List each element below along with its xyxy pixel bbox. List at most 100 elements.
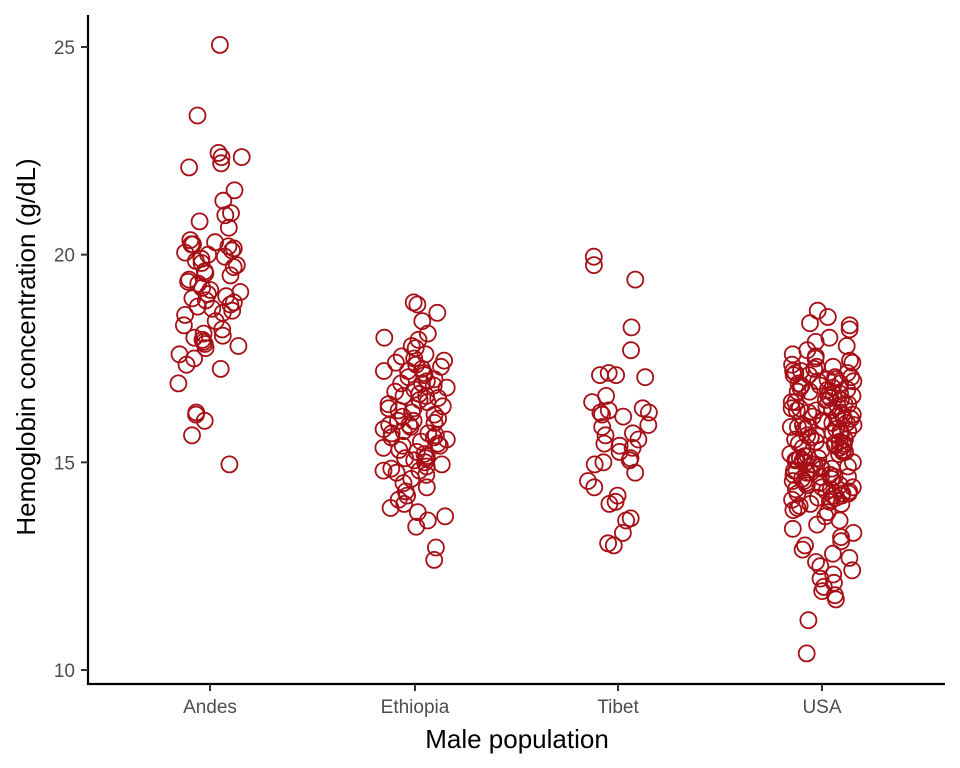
data-point-andes xyxy=(225,181,244,200)
data-point-tibet xyxy=(585,455,604,474)
data-point-ethiopia xyxy=(382,459,401,478)
data-point-usa xyxy=(806,349,825,368)
data-point-usa xyxy=(827,590,845,609)
data-point-usa xyxy=(792,376,811,395)
data-point-usa xyxy=(787,401,806,420)
data-point-usa xyxy=(783,519,802,538)
data-point-usa xyxy=(796,536,814,555)
data-point-usa xyxy=(818,308,837,326)
data-point-tibet xyxy=(607,366,625,385)
data-point-ethiopia xyxy=(429,434,447,453)
data-point-tibet xyxy=(623,438,642,457)
data-point-usa xyxy=(824,384,843,403)
data-point-usa xyxy=(813,582,832,600)
data-point-usa xyxy=(793,451,812,470)
data-point-usa xyxy=(820,328,839,347)
data-point-ethiopia xyxy=(426,538,445,557)
data-point-usa xyxy=(843,353,862,372)
y-tick-label: 25 xyxy=(54,38,75,59)
data-point-ethiopia xyxy=(429,389,448,407)
data-point-usa xyxy=(840,549,859,567)
data-point-usa xyxy=(793,540,812,559)
data-point-tibet xyxy=(600,494,619,513)
data-points xyxy=(169,36,863,663)
data-point-tibet xyxy=(596,426,615,445)
data-point-andes xyxy=(192,254,211,272)
data-point-usa xyxy=(787,451,806,470)
data-point-andes xyxy=(219,218,238,237)
data-point-andes xyxy=(215,247,234,266)
data-point-ethiopia xyxy=(374,362,393,380)
data-point-usa xyxy=(844,453,862,472)
data-point-usa xyxy=(811,557,830,576)
data-point-andes xyxy=(227,256,246,275)
data-point-usa xyxy=(808,515,826,534)
data-point-andes xyxy=(224,258,243,277)
data-point-usa xyxy=(805,359,824,378)
data-point-usa xyxy=(786,430,804,449)
data-point-usa xyxy=(812,467,830,486)
data-point-ethiopia xyxy=(407,517,426,536)
data-point-usa xyxy=(818,503,837,522)
data-point-andes xyxy=(201,281,220,299)
data-point-tibet xyxy=(591,403,610,422)
data-point-usa xyxy=(799,611,818,630)
data-point-ethiopia xyxy=(374,438,393,457)
data-point-usa xyxy=(789,434,808,453)
data-point-usa xyxy=(808,301,827,320)
data-point-usa xyxy=(843,386,862,405)
data-point-andes xyxy=(210,36,229,54)
data-point-usa xyxy=(844,524,863,542)
data-point-ethiopia xyxy=(396,449,415,468)
data-point-tibet xyxy=(579,472,597,490)
data-point-tibet xyxy=(626,463,645,482)
data-point-tibet xyxy=(620,451,639,470)
data-point-ethiopia xyxy=(418,324,437,343)
data-point-usa xyxy=(784,501,803,520)
data-point-usa xyxy=(824,357,842,376)
data-point-ethiopia xyxy=(404,399,423,418)
data-point-usa xyxy=(787,480,805,499)
data-point-andes xyxy=(224,293,243,312)
data-point-usa xyxy=(807,401,826,420)
data-point-ethiopia xyxy=(386,353,405,372)
data-point-usa xyxy=(843,405,862,424)
data-point-andes xyxy=(213,320,232,339)
data-point-ethiopia xyxy=(425,551,444,569)
data-point-ethiopia xyxy=(382,428,401,447)
data-point-usa xyxy=(811,569,830,588)
data-point-usa xyxy=(799,418,817,436)
data-point-ethiopia xyxy=(394,474,413,493)
x-tick-label: Ethiopia xyxy=(381,697,450,718)
data-point-ethiopia xyxy=(432,455,451,474)
data-point-ethiopia xyxy=(408,503,427,522)
data-point-usa xyxy=(839,484,858,503)
y-tick-label: 10 xyxy=(54,661,75,682)
data-point-usa xyxy=(823,413,842,432)
data-point-ethiopia xyxy=(425,405,444,424)
x-tick-label: Tibet xyxy=(597,697,639,718)
x-axis-title: Male population xyxy=(425,724,609,754)
data-point-ethiopia xyxy=(425,413,444,432)
data-point-tibet xyxy=(640,403,658,422)
data-point-andes xyxy=(190,212,209,231)
data-point-ethiopia xyxy=(428,303,447,322)
data-point-ethiopia xyxy=(430,436,449,455)
y-tick-label: 20 xyxy=(54,246,75,267)
data-point-andes xyxy=(177,355,196,374)
data-point-ethiopia xyxy=(426,426,445,445)
x-axis-ticks: Andes Ethiopia Tibet USA xyxy=(183,684,842,718)
data-point-andes xyxy=(188,106,207,125)
data-point-andes xyxy=(209,143,228,162)
data-point-usa xyxy=(840,316,859,335)
data-point-tibet xyxy=(626,270,645,289)
data-point-usa xyxy=(832,532,851,551)
data-point-ethiopia xyxy=(404,411,423,430)
data-point-andes xyxy=(212,148,231,167)
data-point-usa xyxy=(797,476,816,495)
data-point-andes xyxy=(203,299,222,318)
data-point-andes xyxy=(174,316,193,335)
data-point-ethiopia xyxy=(400,416,419,434)
data-point-andes xyxy=(216,206,235,225)
data-point-ethiopia xyxy=(379,395,398,414)
